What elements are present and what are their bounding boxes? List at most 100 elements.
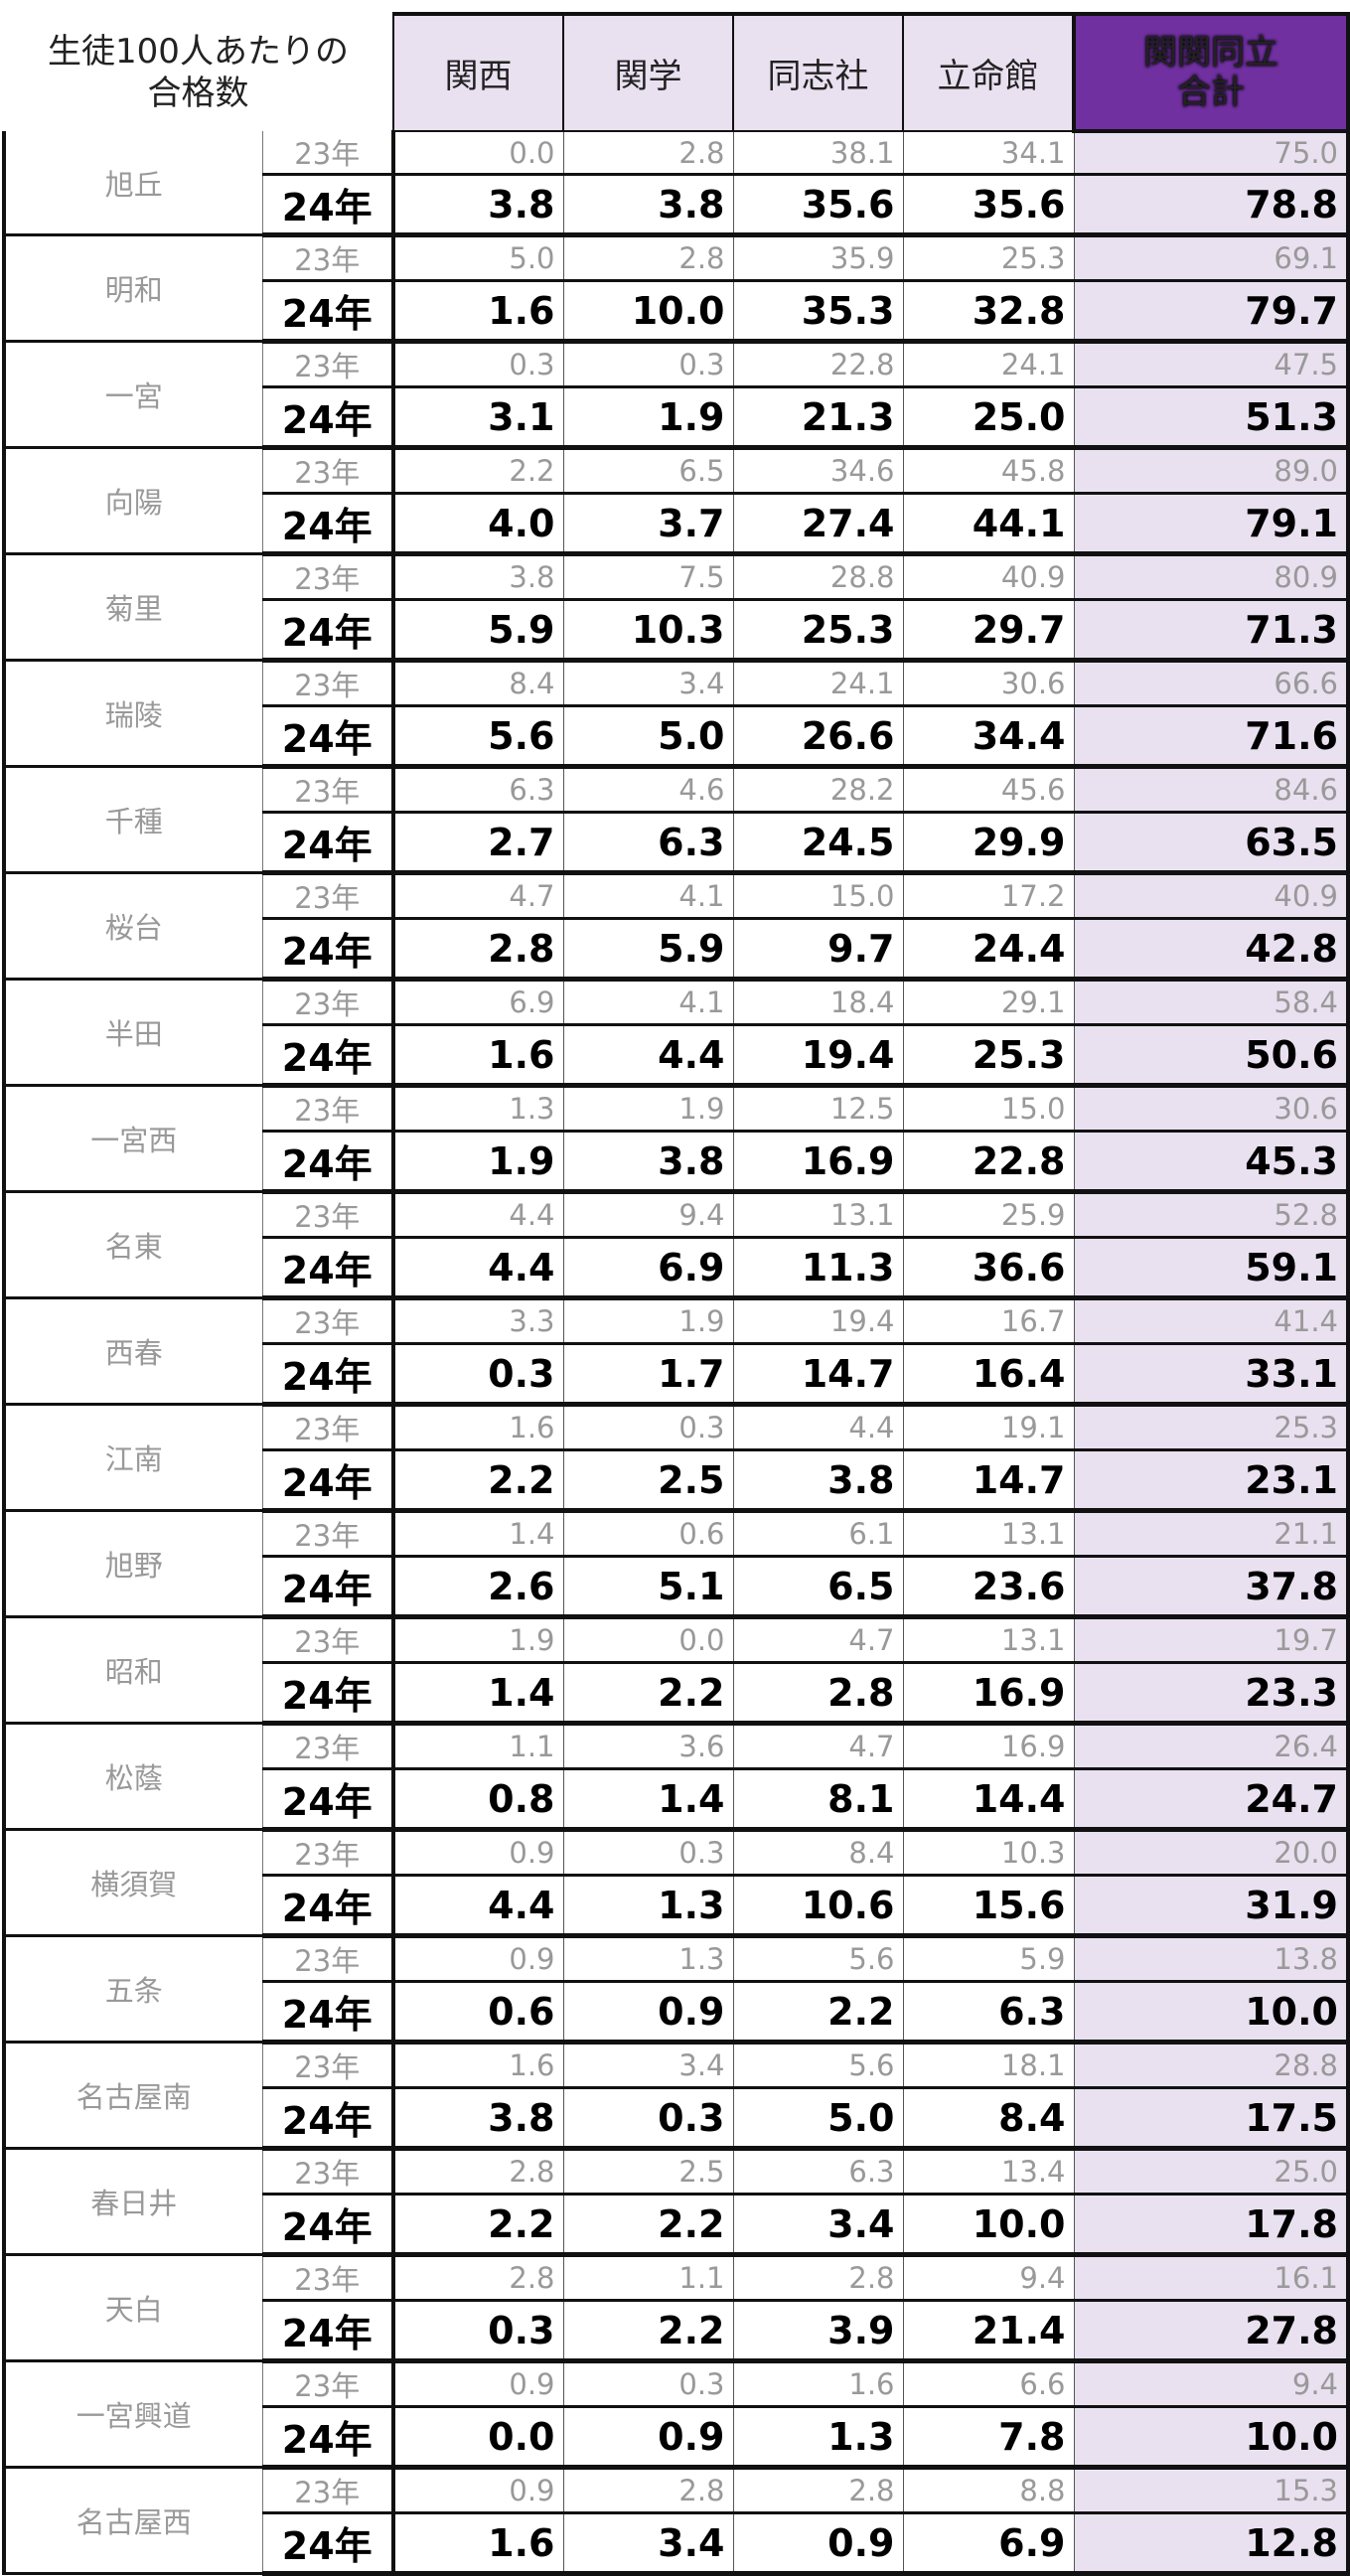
school-name: 松蔭 xyxy=(2,1723,263,1831)
total-cell: 89.0 xyxy=(1074,447,1350,495)
table-row-2023: 向陽 23年 2.2 6.5 34.6 45.8 89.0 xyxy=(2,447,1350,555)
value-cell: 6.6 xyxy=(903,2360,1075,2408)
value-cell: 0.3 xyxy=(563,2360,734,2408)
value-cell: 5.9 xyxy=(393,599,564,663)
value-cell: 2.8 xyxy=(393,2148,564,2196)
value-cell: 1.9 xyxy=(393,1131,564,1194)
value-cell: 2.2 xyxy=(563,2194,734,2257)
year-label: 24年 xyxy=(262,2300,395,2363)
school-name: 菊里 xyxy=(2,553,263,662)
value-cell: 15.0 xyxy=(733,872,904,920)
value-cell: 16.9 xyxy=(903,1662,1075,1726)
value-cell: 4.4 xyxy=(563,1024,734,1088)
value-cell: 6.3 xyxy=(393,766,564,814)
value-cell: 34.1 xyxy=(903,131,1075,176)
value-cell: 28.8 xyxy=(733,553,904,601)
value-cell: 5.6 xyxy=(733,2042,904,2089)
year-label: 24年 xyxy=(262,1024,395,1088)
total-cell: 71.3 xyxy=(1074,599,1350,663)
year-label: 23年 xyxy=(262,1404,395,1451)
table-row-2023: 瑞陵 23年 8.4 3.4 24.1 30.6 66.6 xyxy=(2,660,1350,768)
total-cell: 25.3 xyxy=(1074,1404,1350,1451)
value-cell: 15.0 xyxy=(903,1085,1075,1133)
value-cell: 7.5 xyxy=(563,553,734,601)
table-row-2023: 菊里 23年 3.8 7.5 28.8 40.9 80.9 xyxy=(2,553,1350,662)
table-row-2024: 24年 2.8 5.9 9.7 24.4 42.8 xyxy=(4,918,1350,982)
table-row-2024: 24年 2.6 5.1 6.5 23.6 37.8 xyxy=(4,1556,1350,1619)
total-cell: 40.9 xyxy=(1074,872,1350,920)
table-row-2024: 24年 4.0 3.7 27.4 44.1 79.1 xyxy=(4,493,1350,556)
value-cell: 18.1 xyxy=(903,2042,1075,2089)
header-row: 生徒100人あたりの 合格数 関西 関学 同志社 立命館 関関同立 合計 xyxy=(4,12,1350,133)
table-row-2023: 桜台 23年 4.7 4.1 15.0 17.2 40.9 xyxy=(2,872,1350,981)
year-label: 23年 xyxy=(262,660,395,707)
value-cell: 1.6 xyxy=(393,1404,564,1451)
value-cell: 0.3 xyxy=(393,1343,564,1407)
value-cell: 6.1 xyxy=(733,1510,904,1558)
year-label: 23年 xyxy=(262,1085,395,1133)
value-cell: 5.1 xyxy=(563,1556,734,1619)
value-cell: 25.9 xyxy=(903,1191,1075,1239)
year-label: 23年 xyxy=(262,1616,395,1664)
value-cell: 0.9 xyxy=(563,2406,734,2470)
value-cell: 2.2 xyxy=(563,2300,734,2363)
value-cell: 4.1 xyxy=(563,979,734,1026)
table-row-2024: 24年 1.9 3.8 16.9 22.8 45.3 xyxy=(4,1131,1350,1194)
year-label: 24年 xyxy=(262,280,395,344)
value-cell: 16.9 xyxy=(733,1131,904,1194)
table-row-2024: 24年 0.3 2.2 3.9 21.4 27.8 xyxy=(4,2300,1350,2363)
value-cell: 1.9 xyxy=(393,1616,564,1664)
table-row-2024: 24年 0.3 1.7 14.7 16.4 33.1 xyxy=(4,1343,1350,1407)
value-cell: 26.6 xyxy=(733,705,904,769)
value-cell: 6.3 xyxy=(733,2148,904,2196)
total-cell: 25.0 xyxy=(1074,2148,1350,2196)
value-cell: 35.6 xyxy=(733,174,904,237)
value-cell: 0.9 xyxy=(733,2512,904,2576)
table-row-2024: 24年 5.9 10.3 25.3 29.7 71.3 xyxy=(4,599,1350,663)
value-cell: 10.3 xyxy=(903,1829,1075,1877)
table-row-2024: 24年 2.2 2.5 3.8 14.7 23.1 xyxy=(4,1449,1350,1513)
total-cell: 37.8 xyxy=(1074,1556,1350,1619)
value-cell: 17.2 xyxy=(903,872,1075,920)
value-cell: 6.9 xyxy=(563,1237,734,1300)
year-label: 24年 xyxy=(262,1131,395,1194)
value-cell: 9.4 xyxy=(563,1191,734,1239)
year-label: 23年 xyxy=(262,1191,395,1239)
total-cell: 51.3 xyxy=(1074,386,1350,450)
value-cell: 25.0 xyxy=(903,386,1075,450)
table-row-2023: 半田 23年 6.9 4.1 18.4 29.1 58.4 xyxy=(2,979,1350,1087)
value-cell: 16.9 xyxy=(903,1723,1075,1770)
year-label: 24年 xyxy=(262,705,395,769)
table-row-2024: 24年 5.6 5.0 26.6 34.4 71.6 xyxy=(4,705,1350,769)
value-cell: 1.9 xyxy=(563,1297,734,1345)
school-name: 明和 xyxy=(2,234,263,343)
value-cell: 4.0 xyxy=(393,493,564,556)
value-cell: 29.9 xyxy=(903,812,1075,875)
total-cell: 10.0 xyxy=(1074,1981,1350,2045)
total-cell: 23.3 xyxy=(1074,1662,1350,1726)
table-body: 旭丘 23年 0.0 2.8 38.1 34.1 75.0 24年 3.8 3.8 35.6 35.6… xyxy=(2,131,1350,2576)
total-cell: 12.8 xyxy=(1074,2512,1350,2576)
table-row-2024: 24年 4.4 1.3 10.6 15.6 31.9 xyxy=(4,1875,1350,1938)
value-cell: 2.8 xyxy=(733,2254,904,2302)
value-cell: 40.9 xyxy=(903,553,1075,601)
total-cell: 30.6 xyxy=(1074,1085,1350,1133)
value-cell: 1.4 xyxy=(393,1510,564,1558)
value-cell: 1.4 xyxy=(393,1662,564,1726)
caption-line-1: 生徒100人あたりの xyxy=(48,32,349,72)
value-cell: 4.4 xyxy=(393,1875,564,1938)
table-row-2024: 24年 3.1 1.9 21.3 25.0 51.3 xyxy=(4,386,1350,450)
value-cell: 2.8 xyxy=(393,918,564,982)
value-cell: 29.1 xyxy=(903,979,1075,1026)
value-cell: 2.6 xyxy=(393,1556,564,1619)
value-cell: 3.3 xyxy=(393,1297,564,1345)
school-name: 西春 xyxy=(2,1297,263,1406)
value-cell: 27.4 xyxy=(733,493,904,556)
value-cell: 19.1 xyxy=(903,1404,1075,1451)
value-cell: 0.6 xyxy=(393,1981,564,2045)
total-cell: 31.9 xyxy=(1074,1875,1350,1938)
value-cell: 3.8 xyxy=(563,1131,734,1194)
value-cell: 1.6 xyxy=(393,2512,564,2576)
table-row-2024: 24年 0.8 1.4 8.1 14.4 24.7 xyxy=(4,1768,1350,1832)
year-label: 23年 xyxy=(262,1829,395,1877)
